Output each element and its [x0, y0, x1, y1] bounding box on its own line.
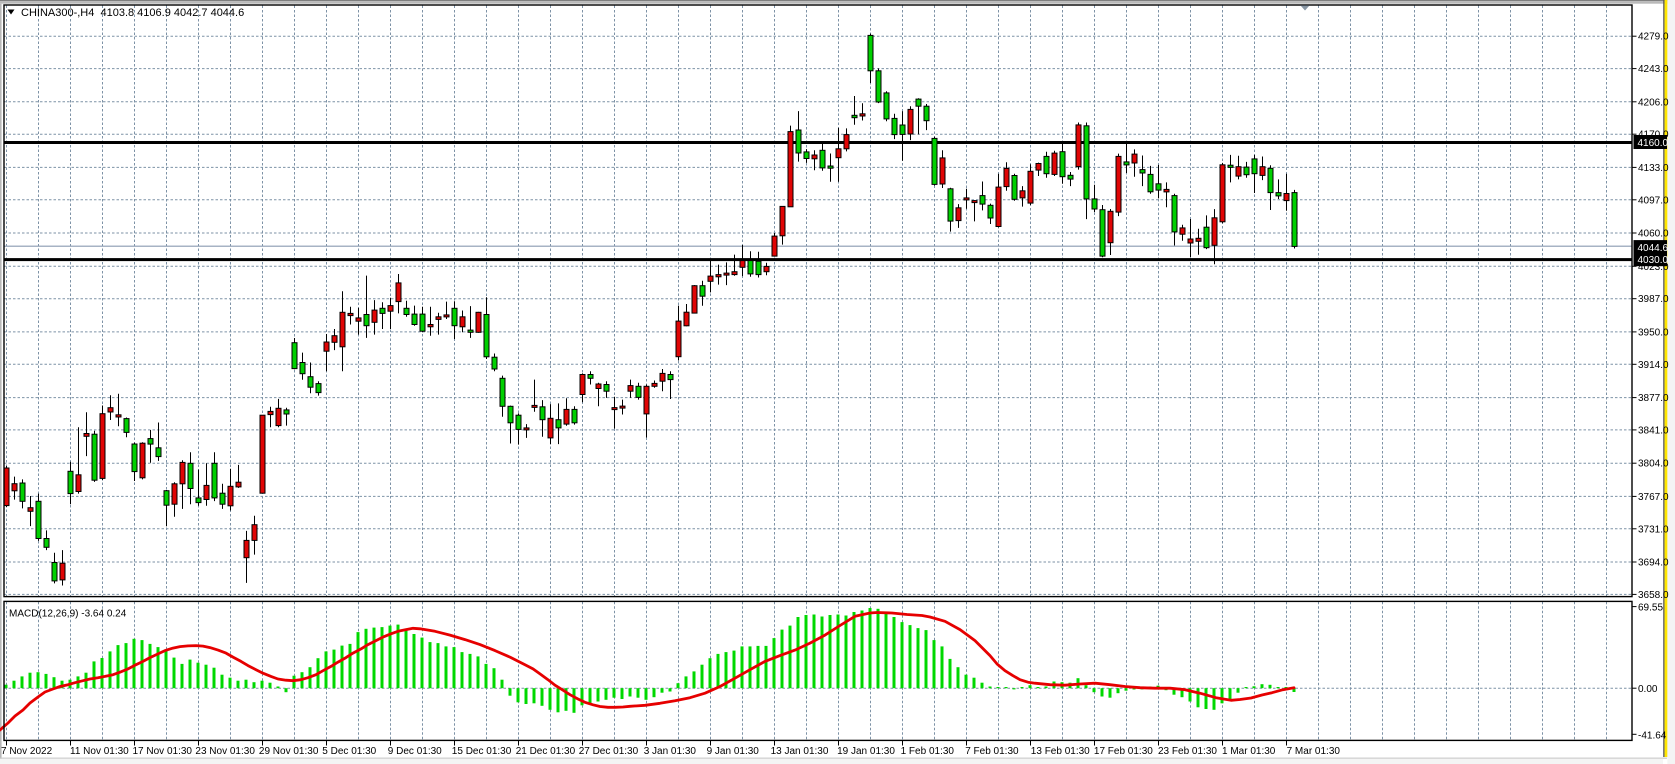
svg-text:4060.0: 4060.0: [1638, 229, 1669, 240]
svg-text:1 Mar 01:30: 1 Mar 01:30: [1222, 746, 1276, 757]
svg-text:17 Feb 01:30: 17 Feb 01:30: [1094, 746, 1153, 757]
svg-text:CHINA300-,H4 4103.8 4106.9 40: CHINA300-,H4 4103.8 4106.9 4042.7 4044.6: [21, 7, 244, 19]
svg-text:27 Dec 01:30: 27 Dec 01:30: [579, 746, 639, 757]
svg-text:3987.0: 3987.0: [1638, 294, 1669, 305]
svg-text:0.00: 0.00: [1638, 684, 1658, 695]
svg-text:4243.0: 4243.0: [1638, 64, 1669, 75]
svg-text:7 Feb 01:30: 7 Feb 01:30: [965, 746, 1019, 757]
svg-text:11 Nov 01:30: 11 Nov 01:30: [70, 746, 129, 757]
svg-text:4044.6: 4044.6: [1638, 243, 1669, 254]
svg-text:5 Dec 01:30: 5 Dec 01:30: [322, 746, 376, 757]
svg-text:7 Nov 2022: 7 Nov 2022: [1, 746, 53, 757]
svg-text:23 Nov 01:30: 23 Nov 01:30: [195, 746, 255, 757]
svg-text:3950.0: 3950.0: [1638, 327, 1669, 338]
svg-text:3767.0: 3767.0: [1638, 492, 1669, 503]
svg-text:4206.0: 4206.0: [1638, 97, 1669, 108]
svg-text:17 Nov 01:30: 17 Nov 01:30: [133, 746, 193, 757]
svg-text:4030.0: 4030.0: [1638, 255, 1669, 266]
svg-text:4160.0: 4160.0: [1638, 138, 1669, 149]
svg-text:19 Jan 01:30: 19 Jan 01:30: [837, 746, 895, 757]
svg-text:4133.0: 4133.0: [1638, 163, 1669, 174]
svg-text:3914.0: 3914.0: [1638, 360, 1669, 371]
svg-text:9 Jan 01:30: 9 Jan 01:30: [707, 746, 760, 757]
svg-text:3841.0: 3841.0: [1638, 425, 1669, 436]
svg-text:3731.0: 3731.0: [1638, 524, 1669, 535]
svg-text:7 Mar 01:30: 7 Mar 01:30: [1287, 746, 1341, 757]
svg-text:-41.64: -41.64: [1638, 730, 1667, 741]
svg-text:4279.0: 4279.0: [1638, 32, 1669, 43]
svg-text:1 Feb 01:30: 1 Feb 01:30: [901, 746, 955, 757]
svg-text:21 Dec 01:30: 21 Dec 01:30: [516, 746, 576, 757]
svg-text:4023.0: 4023.0: [1638, 262, 1669, 273]
svg-text:13 Feb 01:30: 13 Feb 01:30: [1031, 746, 1090, 757]
svg-text:3 Jan 01:30: 3 Jan 01:30: [644, 746, 697, 757]
svg-text:3804.0: 3804.0: [1638, 459, 1669, 470]
svg-text:3694.0: 3694.0: [1638, 558, 1669, 569]
svg-text:3877.0: 3877.0: [1638, 393, 1669, 404]
svg-text:23 Feb 01:30: 23 Feb 01:30: [1158, 746, 1217, 757]
svg-text:13 Jan 01:30: 13 Jan 01:30: [771, 746, 829, 757]
svg-text:69.55: 69.55: [1638, 603, 1663, 614]
svg-text:29 Nov 01:30: 29 Nov 01:30: [259, 746, 319, 757]
svg-text:3658.0: 3658.0: [1638, 590, 1669, 601]
svg-text:4097.0: 4097.0: [1638, 195, 1669, 206]
svg-text:MACD(12,26,9) -3.64 0.24: MACD(12,26,9) -3.64 0.24: [9, 609, 127, 620]
svg-text:15 Dec 01:30: 15 Dec 01:30: [452, 746, 512, 757]
svg-text:9 Dec 01:30: 9 Dec 01:30: [388, 746, 442, 757]
